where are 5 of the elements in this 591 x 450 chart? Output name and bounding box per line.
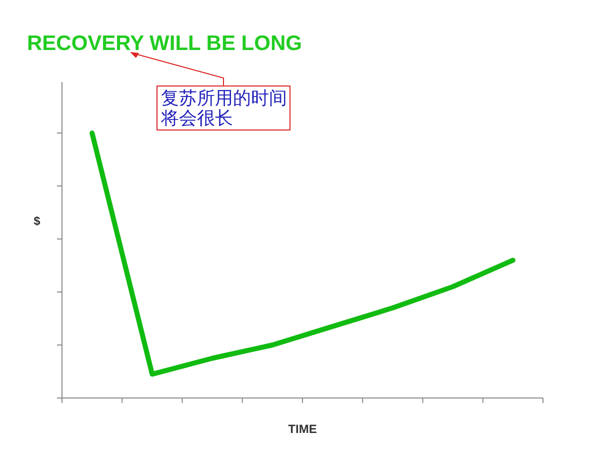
y-axis-title: $ xyxy=(34,214,41,228)
text: 复苏所用的时间 xyxy=(161,88,287,108)
x-axis-title: TIME xyxy=(288,422,317,436)
text: 将会很长 xyxy=(160,108,233,128)
chart-title: RECOVERY WILL BE LONG xyxy=(27,32,302,55)
